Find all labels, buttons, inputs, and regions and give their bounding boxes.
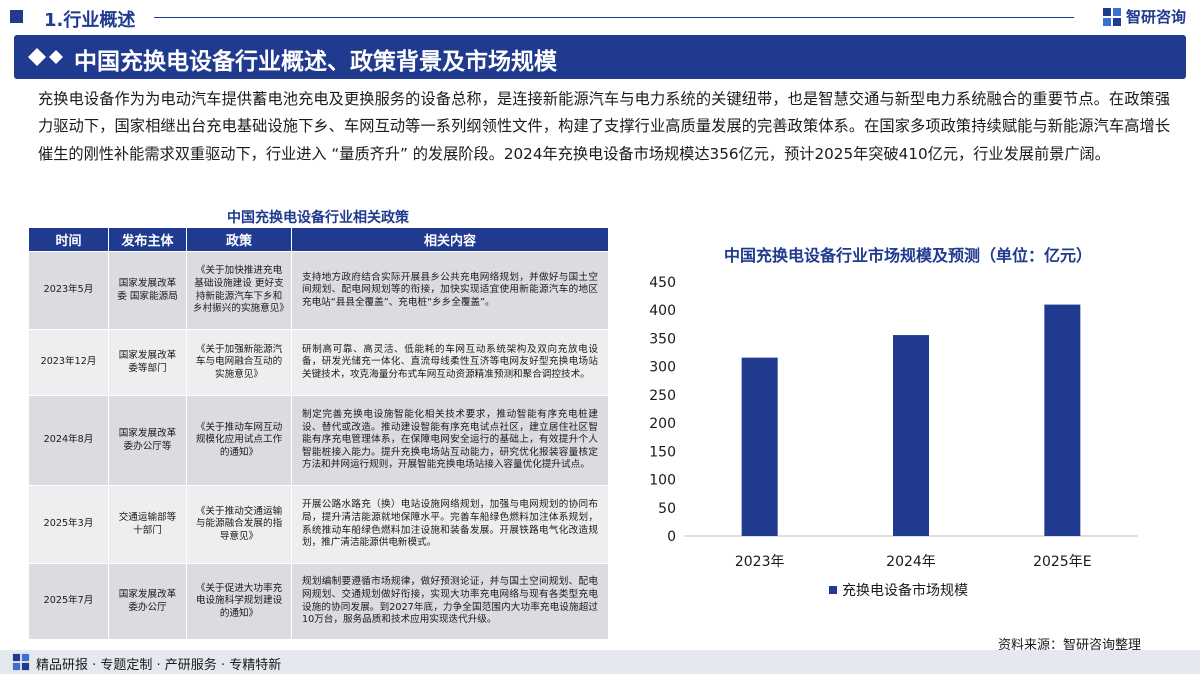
cell-time: 2024年8月 — [28, 395, 109, 486]
section-marker-icon — [10, 10, 23, 23]
cell-content: 开展公路水路充（换）电站设施网络规划，加强与电网规划的协同布局，提升清洁能源就地… — [291, 485, 609, 564]
y-tick-label: 450 — [649, 275, 676, 291]
table-row: 2024年8月 国家发展改革委办公厅等 《关于推动车网互动规模化应用试点工作的通… — [28, 395, 609, 486]
y-tick-label: 100 — [649, 473, 676, 489]
legend-swatch — [829, 586, 837, 594]
y-tick-label: 350 — [649, 331, 676, 347]
title-banner: 中国充换电设备行业概述、政策背景及市场规模 — [14, 35, 1186, 79]
cell-time: 2025年7月 — [28, 563, 109, 640]
cell-content: 制定完善充换电设施智能化相关技术要求，推动智能有序充电桩建设、替代或改造。推动建… — [291, 395, 609, 486]
cell-time: 2023年5月 — [28, 251, 109, 330]
cell-issuer: 国家发展改革委等部门 — [108, 329, 187, 396]
cell-time: 2023年12月 — [28, 329, 109, 396]
table-row: 2023年5月 国家发展改革委 国家能源局 《关于加快推进充电基础设施建设 更好… — [28, 251, 609, 330]
cell-content: 支持地方政府结合实际开展县乡公共充电网络规划，并做好与国土空间规划、配电网规划等… — [291, 251, 609, 330]
bar-2023年 — [741, 357, 778, 536]
cell-policy: 《关于推动交通运输与能源融合发展的指导意见》 — [186, 485, 292, 564]
brand-name: 智研咨询 — [1125, 8, 1186, 26]
table-row: 2025年3月 交通运输部等十部门 《关于推动交通运输与能源融合发展的指导意见》… — [28, 485, 609, 564]
cell-content: 规划编制要遵循市场规律，做好预测论证，并与国土空间规划、配电网规划、交通规划做好… — [291, 563, 609, 640]
cell-time: 2025年3月 — [28, 485, 109, 564]
cell-issuer: 交通运输部等十部门 — [108, 485, 187, 564]
y-tick-label: 50 — [658, 501, 676, 517]
policy-table: 时间 发布主体 政策 相关内容 2023年5月 国家发展改革委 国家能源局 《关… — [28, 227, 609, 640]
y-tick-label: 0 — [667, 529, 676, 545]
header-content: 相关内容 — [291, 227, 609, 252]
header-issuer: 发布主体 — [108, 227, 187, 252]
chart-svg: 0 50 100 150 200 250 300 350 400 450 2023年 2024年 202… — [649, 275, 1138, 599]
section-heading: 1.行业概述 — [44, 10, 136, 31]
cell-policy: 《关于促进大功率充电设施科学规划建设的通知》 — [186, 563, 292, 640]
x-tick-label: 2025年E — [1033, 554, 1091, 570]
cell-issuer: 国家发展改革委办公厅 — [108, 563, 187, 640]
bar-2024年 — [893, 335, 929, 536]
page-title: 中国充换电设备行业概述、政策背景及市场规模 — [74, 49, 557, 75]
cell-policy: 《关于推动车网互动规模化应用试点工作的通知》 — [186, 395, 292, 486]
chart-title: 中国充换电设备行业市场规模及预测（单位：亿元） — [723, 246, 1092, 265]
market-size-chart: 中国充换电设备行业市场规模及预测（单位：亿元） 0 50 100 150 200 250 3… — [628, 230, 1188, 610]
cell-policy: 《关于加快推进充电基础设施建设 更好支持新能源汽车下乡和乡村振兴的实施意见》 — [186, 251, 292, 330]
x-tick-label: 2024年 — [886, 554, 936, 570]
footer-logo-icon — [12, 653, 30, 671]
intro-paragraph: 充换电设备作为为电动汽车提供蓄电池充电及更换服务的设备总称，是连接新能源汽车与电… — [38, 90, 1170, 163]
bar-2025年E — [1044, 304, 1081, 536]
cell-content: 研制高可靠、高灵活、低能耗的车网互动系统架构及双向充放电设备，研发光储充一体化、… — [291, 329, 609, 396]
policy-table-title: 中国充换电设备行业相关政策 — [227, 210, 409, 226]
footer-tagline: 精品研报 · 专题定制 · 产研服务 · 专精特新 — [36, 658, 282, 673]
y-tick-label: 400 — [649, 303, 676, 319]
footer-bar: 精品研报 · 专题定制 · 产研服务 · 专精特新 — [0, 650, 1200, 674]
brand-logo-icon — [1102, 7, 1121, 26]
y-tick-label: 250 — [649, 388, 676, 404]
source-note: 资料来源：智研咨询整理 — [998, 638, 1142, 653]
y-tick-label: 150 — [649, 444, 676, 460]
table-row: 2025年7月 国家发展改革委办公厅 《关于促进大功率充电设施科学规划建设的通知… — [28, 563, 609, 640]
legend-label: 充换电设备市场规模 — [842, 582, 968, 599]
table-row: 2023年12月 国家发展改革委等部门 《关于加强新能源汽车与电网融合互动的实施… — [28, 329, 609, 396]
top-bar: 1.行业概述 智研咨询 — [0, 0, 1200, 34]
header-policy: 政策 — [186, 227, 292, 252]
cell-policy: 《关于加强新能源汽车与电网融合互动的实施意见》 — [186, 329, 292, 396]
cell-issuer: 国家发展改革委办公厅等 — [108, 395, 187, 486]
cell-issuer: 国家发展改革委 国家能源局 — [108, 251, 187, 330]
y-tick-label: 200 — [649, 416, 676, 432]
header-divider — [154, 17, 1074, 18]
diamonds-icon — [28, 48, 63, 66]
header-time: 时间 — [28, 227, 109, 252]
brand[interactable]: 智研咨询 — [1102, 6, 1186, 27]
table-header-row: 时间 发布主体 政策 相关内容 — [28, 227, 609, 252]
y-tick-label: 300 — [649, 360, 676, 376]
x-tick-label: 2023年 — [735, 554, 785, 570]
